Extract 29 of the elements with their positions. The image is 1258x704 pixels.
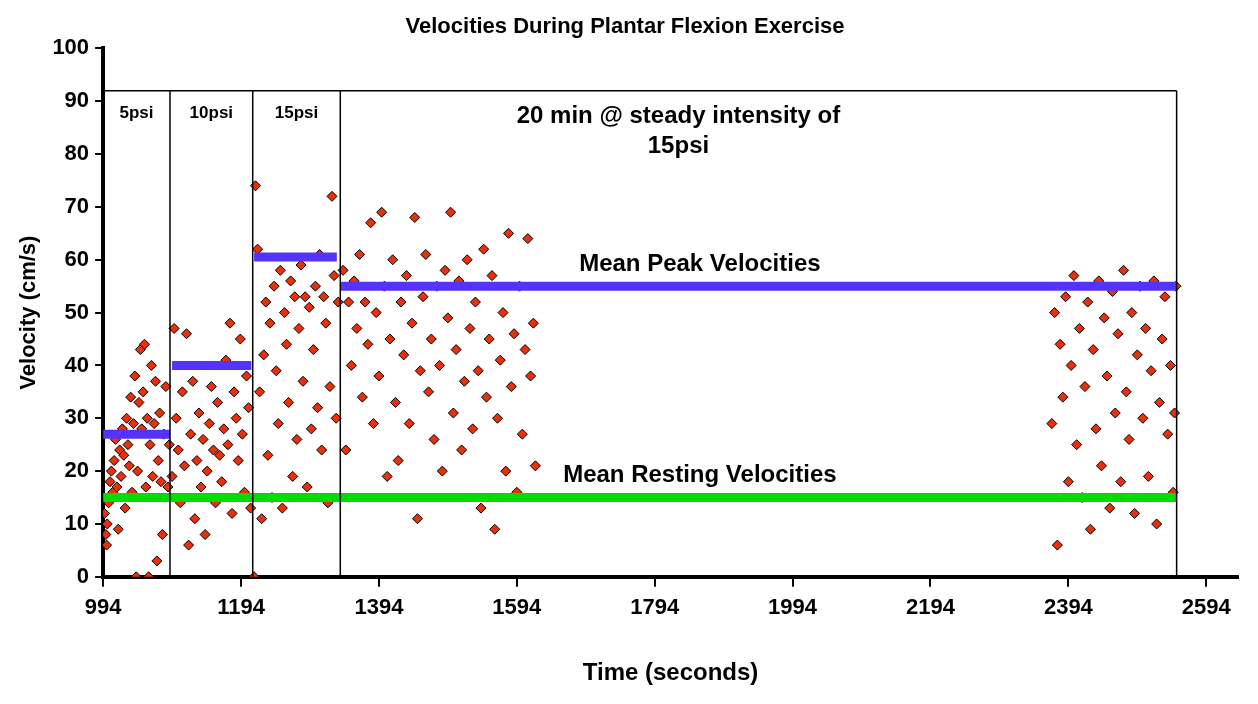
y-tick-label: 50	[64, 298, 90, 324]
x-tick-label: 994	[84, 594, 123, 620]
y-tick-label: 90	[64, 87, 90, 113]
y-axis-title: Velocity (cm/s)	[15, 235, 41, 390]
x-tick-label: 1594	[492, 594, 543, 620]
annotation: 10psi	[189, 102, 234, 122]
x-tick-label: 1194	[217, 594, 266, 620]
annotation: Mean Resting Velocities	[563, 460, 837, 488]
annotation: 20 min @ steady intensity of 15psi	[516, 101, 842, 159]
y-tick-label: 30	[64, 404, 90, 430]
x-tick-label: 1994	[768, 594, 818, 620]
y-tick-label: 20	[64, 457, 90, 483]
y-tick-label: 70	[64, 192, 90, 218]
annotation: Mean Peak Velocities	[579, 248, 821, 276]
y-tick-label: 80	[64, 140, 90, 166]
x-tick-label: 2394	[1043, 594, 1094, 620]
y-tick-label: 0	[76, 562, 90, 588]
x-tick-label: 2194	[906, 594, 956, 620]
y-tick-label: 60	[64, 245, 90, 271]
x-tick-label: 1394	[354, 594, 405, 620]
x-tick-label: 1794	[630, 594, 680, 620]
annotation: 15psi	[274, 102, 319, 122]
x-tick-label: 2594	[1181, 594, 1232, 620]
y-tick-label: 40	[64, 351, 90, 377]
chart-title: Velocities During Plantar Flexion Exercise	[405, 13, 845, 39]
y-tick-label: 10	[64, 510, 90, 536]
annotation: 5psi	[119, 102, 154, 122]
x-axis-title: Time (seconds)	[582, 658, 759, 686]
y-tick-label: 100	[52, 34, 90, 60]
